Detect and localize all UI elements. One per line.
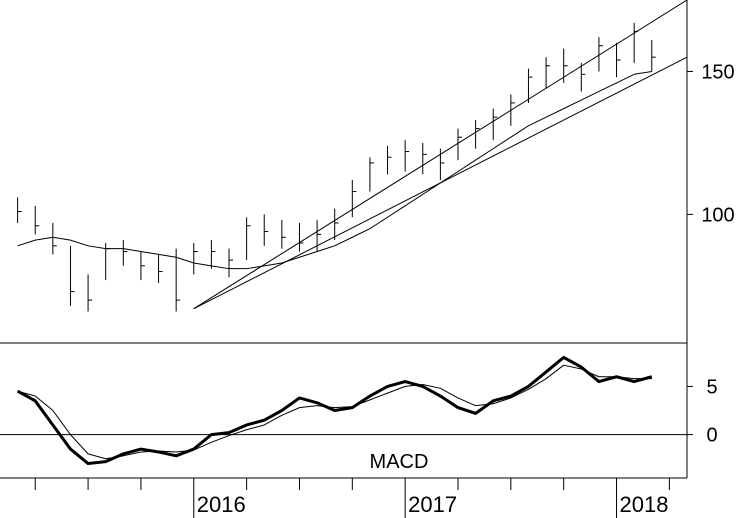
price-bar xyxy=(17,197,22,223)
price-bar xyxy=(527,68,533,103)
price-bar xyxy=(598,37,603,72)
trend-channel-line xyxy=(193,0,688,310)
price-tick-label: 100 xyxy=(701,204,734,226)
year-label: 2016 xyxy=(197,492,246,517)
price-bar xyxy=(246,217,251,261)
price-bar xyxy=(457,128,462,161)
price-bar xyxy=(351,180,357,218)
price-bar xyxy=(34,205,40,235)
price-bar xyxy=(210,240,216,269)
price-bar xyxy=(298,222,304,252)
macd-panel xyxy=(0,355,687,466)
price-tick-label: 150 xyxy=(701,61,734,83)
price-bar xyxy=(633,22,639,63)
price-bar xyxy=(369,157,374,192)
price-bar xyxy=(87,274,93,312)
price-bar xyxy=(404,140,410,172)
price-bar xyxy=(69,245,75,306)
macd-title: MACD xyxy=(370,451,429,473)
macd-tick-label: 5 xyxy=(706,376,717,398)
year-label: 2017 xyxy=(408,492,457,517)
year-label: 2018 xyxy=(620,492,669,517)
time-axis: 2016 2017 2018 xyxy=(34,478,670,518)
price-bar xyxy=(422,142,427,175)
macd-tick-label: 0 xyxy=(706,425,717,447)
price-bar xyxy=(52,222,57,255)
price-axis: 100 150 xyxy=(687,61,735,226)
trend-channel-line xyxy=(193,56,688,310)
price-bar xyxy=(281,220,286,249)
price-bar xyxy=(158,254,163,283)
macd-line xyxy=(16,355,653,466)
price-bar xyxy=(545,57,551,89)
price-bar xyxy=(140,251,145,281)
price-bar xyxy=(175,248,181,312)
price-bar xyxy=(228,248,233,278)
price-bar xyxy=(387,145,392,175)
macd-signal-line xyxy=(17,364,652,460)
price-bar xyxy=(316,220,322,252)
price-bar xyxy=(563,48,568,83)
price-bar xyxy=(616,42,621,78)
moving-average-line xyxy=(17,70,652,270)
price-bar xyxy=(334,208,339,241)
price-bar xyxy=(492,108,498,141)
price-bar xyxy=(122,240,128,266)
price-bar xyxy=(580,62,586,92)
price-bar xyxy=(651,40,656,72)
price-bar xyxy=(475,120,480,149)
price-panel xyxy=(17,0,688,312)
price-bar xyxy=(263,214,269,246)
macd-axis: 05 xyxy=(687,376,718,447)
price-bar xyxy=(193,242,198,275)
